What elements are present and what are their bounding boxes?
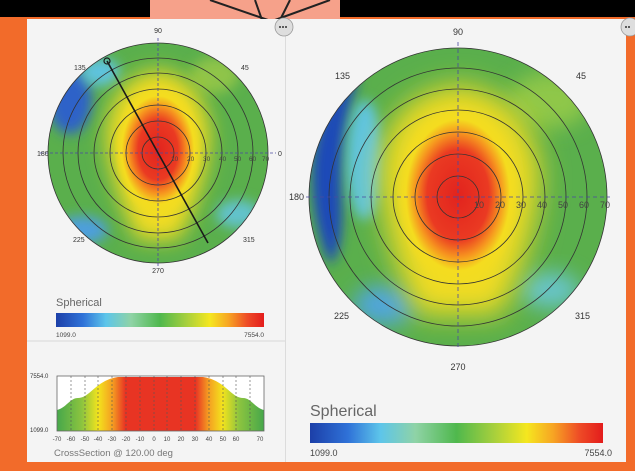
cross-section-y-min: 1099.0 [30,428,49,434]
cross-section-x-tick: -70 [53,437,62,443]
left-angle-label-315: 315 [243,237,255,244]
cross-section-x-tick: -60 [67,437,76,443]
left-legend-min: 1099.0 [56,332,76,339]
right-cyan-region [520,272,580,308]
cross-section-x-tick: 40 [206,437,213,443]
cross-section-y-max: 7554.0 [30,374,49,380]
cross-section-profile [57,377,264,431]
right-angle-label-270: 270 [450,362,465,372]
left-radial-ticks: 10 20 30 40 50 60 70 [171,156,270,163]
cross-section-x-tick: 60 [233,437,240,443]
close-button-icon[interactable] [274,17,294,37]
cross-section-x-tick: 10 [164,437,171,443]
left-radial-tick: 50 [234,156,242,163]
right-radial-tick: 40 [537,200,547,210]
cross-section-x-tick: 30 [192,437,199,443]
left-angle-label-180: 180 [37,151,49,158]
left-color-scale [56,313,264,327]
right-angle-label-225: 225 [334,311,349,321]
left-angle-label-270: 270 [152,268,164,275]
right-radial-tick: 30 [516,200,526,210]
right-color-scale [310,423,603,443]
right-legend-title: Spherical [310,403,377,420]
right-angle-label-90: 90 [453,27,463,37]
right-radial-tick: 60 [579,200,589,210]
cross-section-x-tick: 50 [220,437,227,443]
right-radial-tick: 10 [474,200,484,210]
cross-section-x-tick: -20 [122,437,131,443]
left-radial-tick: 40 [219,156,227,163]
left-radial-tick: 60 [249,156,257,163]
left-radial-tick: 20 [187,156,195,163]
cross-section-x-tick: -50 [81,437,90,443]
cross-section-x-tick: -30 [108,437,117,443]
right-angle-label-45: 45 [576,71,586,81]
right-angle-label-180: 180 [289,192,304,202]
cross-section-x-tick: 0 [152,437,156,443]
cross-section-gridlines [70,376,251,431]
right-red-region [396,105,520,285]
right-radial-tick: 70 [600,200,610,210]
ring-line-icon [209,0,331,21]
cross-section-plot-border [56,375,265,432]
right-cyan-region [353,285,417,325]
cross-section-x-ticks: -70 -60 -50 -40 -30 -20 -10 0 10 20 30 4… [53,437,264,443]
left-polar-map: 10 20 30 40 50 60 70 90 45 0 135 180 225… [37,28,282,275]
cross-section-x-tick: -10 [136,437,145,443]
left-angle-label-135: 135 [74,65,86,72]
left-legend-title: Spherical [56,297,102,309]
left-angle-label-225: 225 [73,237,85,244]
left-angle-label-45: 45 [241,65,249,72]
left-angle-labels: 90 45 0 135 180 225 270 315 [37,28,282,275]
cross-section-x-tick: 20 [178,437,185,443]
right-cyan-region [347,100,383,220]
cross-section-chart: 7554.0 1099.0 -70 -60 -50 -40 -30 -20 -1… [30,374,265,459]
top-tab [150,0,340,20]
right-angle-label-135: 135 [335,71,350,81]
close-button-icon[interactable] [620,17,635,37]
cross-section-handle[interactable] [103,57,111,65]
right-radial-tick: 20 [495,200,505,210]
right-angle-label-315: 315 [575,311,590,321]
right-legend-max: 7554.0 [584,448,612,458]
right-angle-labels: 90 45 135 180 225 270 315 [289,27,590,372]
left-radial-tick: 10 [171,156,179,163]
right-radial-ticks: 10 20 30 40 50 60 70 [474,200,610,210]
right-radial-tick: 50 [558,200,568,210]
left-radial-tick: 70 [262,156,270,163]
cross-section-line[interactable] [106,60,209,244]
cross-section-caption: CrossSection @ 120.00 deg [54,448,173,459]
right-legend: Spherical 1099.0 7554.0 [310,403,612,458]
right-polar-map: 10 20 30 40 50 60 70 90 45 135 180 225 2… [289,27,610,372]
left-radial-tick: 30 [203,156,211,163]
left-angle-label-0: 0 [278,151,282,158]
left-legend-max: 7554.0 [244,332,264,339]
cross-section-x-tick: 70 [257,437,264,443]
right-crosshair [306,42,610,350]
cross-section-x-tick: -40 [94,437,103,443]
left-angle-label-90: 90 [154,28,162,35]
right-legend-min: 1099.0 [310,448,338,458]
left-legend: Spherical 1099.0 7554.0 [56,297,264,339]
